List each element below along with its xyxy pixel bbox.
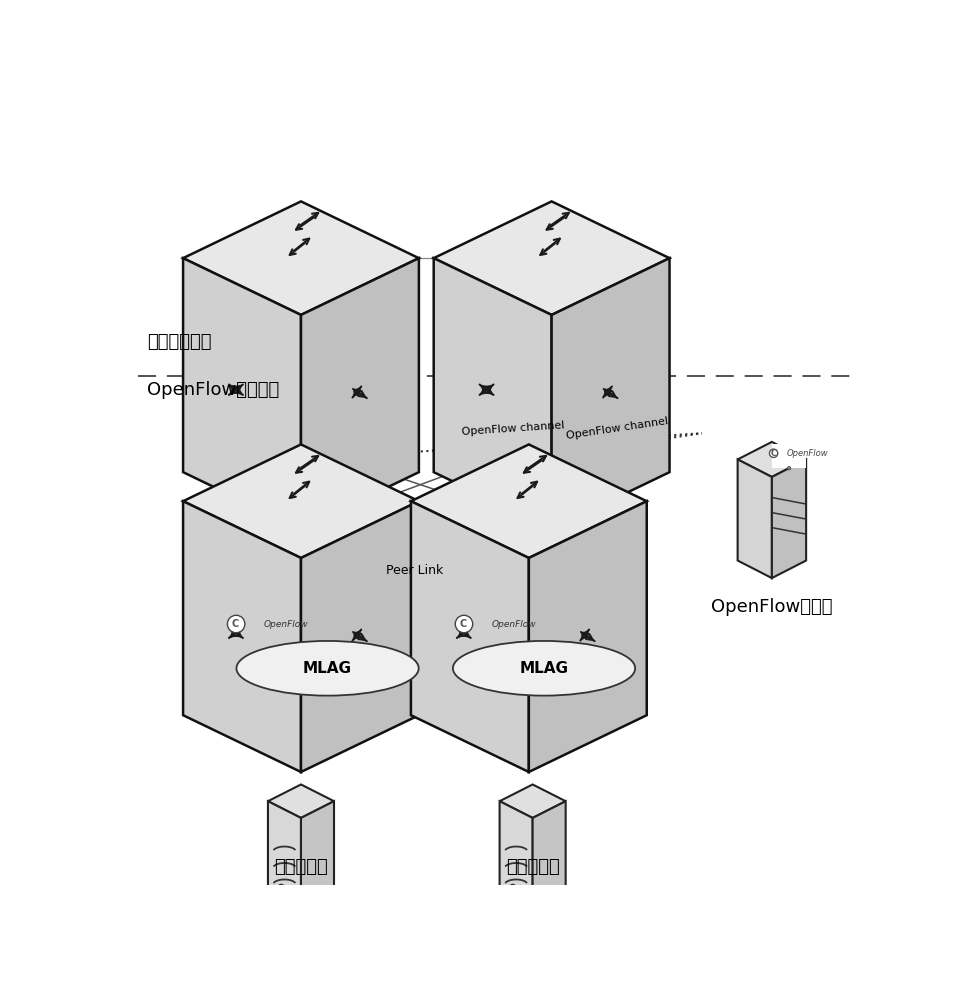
- Polygon shape: [301, 258, 418, 529]
- Circle shape: [278, 884, 284, 891]
- Text: 传统汇聚网络: 传统汇聚网络: [147, 333, 212, 351]
- Text: OpenFlow channel: OpenFlow channel: [565, 416, 669, 441]
- Text: C: C: [460, 619, 466, 629]
- Circle shape: [787, 467, 791, 470]
- Circle shape: [769, 449, 778, 457]
- Text: OpenFlow控制器: OpenFlow控制器: [711, 598, 833, 616]
- Polygon shape: [533, 801, 565, 932]
- Text: OpenFlow接入网络: OpenFlow接入网络: [147, 381, 279, 399]
- Polygon shape: [552, 258, 669, 529]
- Text: OpenFlow: OpenFlow: [786, 449, 828, 458]
- Polygon shape: [411, 444, 647, 558]
- Polygon shape: [183, 501, 301, 772]
- Circle shape: [456, 615, 472, 633]
- Polygon shape: [183, 444, 418, 558]
- Polygon shape: [500, 784, 565, 818]
- Text: OpenFlow channel: OpenFlow channel: [462, 420, 565, 437]
- Polygon shape: [268, 784, 334, 818]
- Ellipse shape: [453, 641, 635, 696]
- Circle shape: [227, 615, 245, 633]
- Polygon shape: [738, 442, 807, 477]
- Polygon shape: [183, 258, 301, 529]
- Polygon shape: [738, 459, 772, 578]
- Text: OpenFlow: OpenFlow: [264, 620, 309, 629]
- Polygon shape: [301, 501, 418, 772]
- Polygon shape: [772, 459, 807, 578]
- Polygon shape: [434, 258, 552, 529]
- Text: MLAG: MLAG: [303, 661, 352, 676]
- Polygon shape: [529, 501, 647, 772]
- Text: MLAG: MLAG: [519, 661, 568, 676]
- Text: 业务服务器: 业务服务器: [274, 858, 328, 876]
- Text: C: C: [231, 619, 239, 629]
- Text: Peer Link: Peer Link: [386, 564, 444, 577]
- Ellipse shape: [236, 641, 418, 696]
- Polygon shape: [434, 201, 669, 315]
- Polygon shape: [268, 801, 301, 932]
- Text: C: C: [770, 449, 776, 458]
- Polygon shape: [500, 801, 533, 932]
- Text: 业务服务器: 业务服务器: [506, 858, 560, 876]
- Polygon shape: [183, 201, 418, 315]
- Polygon shape: [301, 801, 334, 932]
- Text: OpenFlow: OpenFlow: [492, 620, 537, 629]
- Circle shape: [510, 884, 516, 891]
- Polygon shape: [411, 501, 529, 772]
- FancyBboxPatch shape: [772, 444, 807, 468]
